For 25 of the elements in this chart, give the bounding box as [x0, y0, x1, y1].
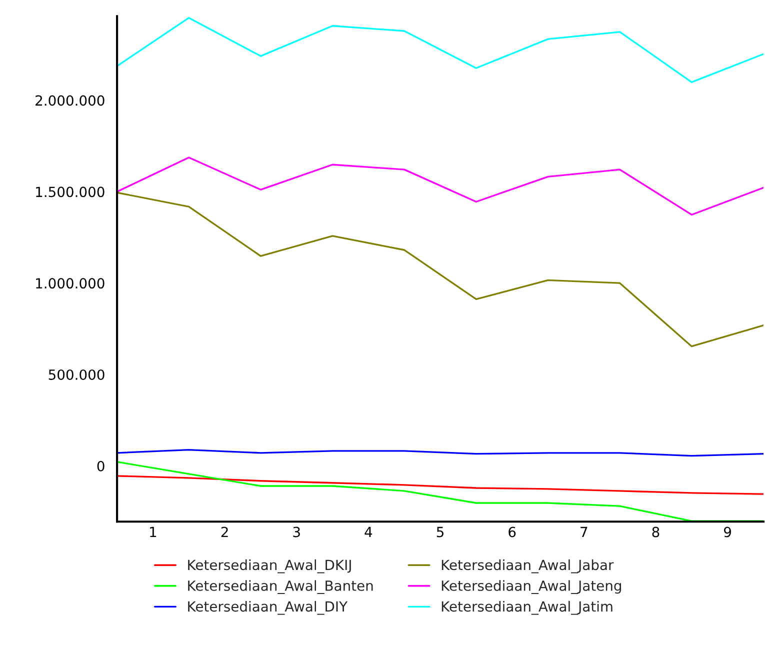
x-tick-label: 5	[436, 526, 444, 538]
line-series	[117, 448, 764, 457]
legend-label: Ketersediaan_Awal_Jatim	[442, 600, 612, 615]
y-tick-label: 500.000	[48, 369, 104, 380]
legend-label: Ketersediaan_Awal_DKIJ	[188, 559, 351, 574]
x-tick-label: 6	[508, 526, 516, 538]
line-series	[117, 17, 764, 84]
legend-label: Ketersediaan_Awal_Jabar	[442, 559, 614, 574]
y-tick-label: 1.000.000	[36, 278, 104, 289]
line-series	[117, 156, 764, 216]
legend-label: Ketersediaan_Awal_Jateng	[442, 580, 622, 594]
y-tick-label: 1.500.000	[36, 186, 104, 198]
legend-label: Ketersediaan_Awal_Banten	[188, 580, 373, 594]
y-tick-label: 0	[97, 460, 104, 472]
line-series	[117, 192, 764, 348]
x-tick-label: 1	[150, 526, 156, 538]
x-tick-label: 8	[652, 526, 660, 538]
x-tick-label: 7	[580, 526, 588, 538]
legend-label: Ketersediaan_Awal_DIY	[188, 600, 348, 615]
x-tick-label: 9	[724, 526, 731, 538]
line-series	[117, 475, 764, 495]
x-tick-label: 3	[293, 526, 300, 538]
y-tick-label: 2.000.000	[36, 95, 104, 106]
x-tick-label: 2	[221, 526, 228, 538]
x-tick-label: 4	[364, 526, 372, 538]
